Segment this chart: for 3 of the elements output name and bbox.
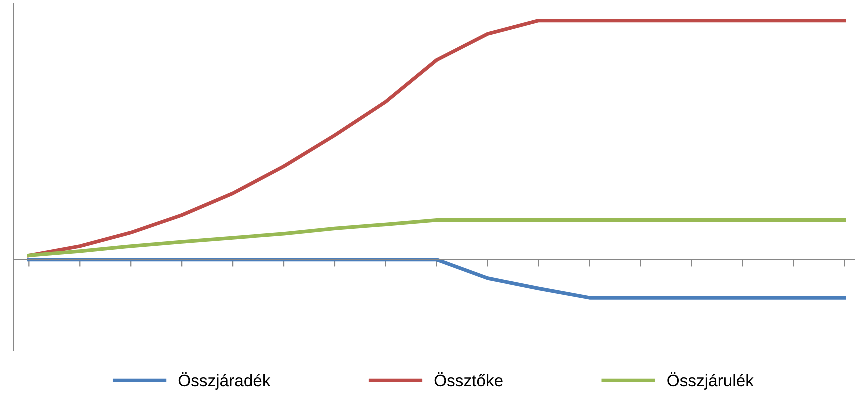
legend-label: Össztőke [434,372,503,387]
legend-label: Összjárulék [668,372,754,390]
legend-label: Összjáradék [178,372,271,390]
